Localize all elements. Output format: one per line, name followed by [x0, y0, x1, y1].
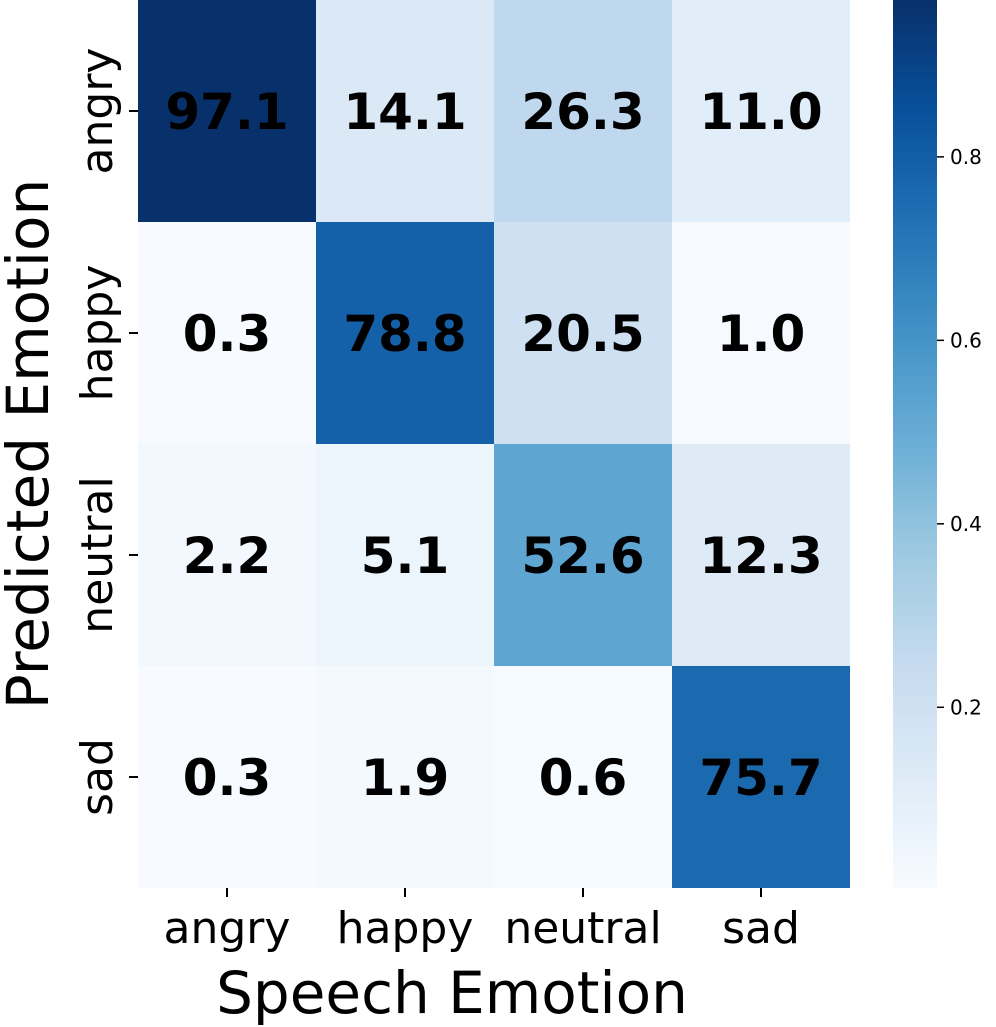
cell-value-label: 26.3: [521, 83, 644, 141]
colorbar-tick-label: 0.8: [950, 145, 982, 169]
cell-value-label: 2.2: [183, 527, 272, 585]
colorbar: [893, 0, 937, 888]
heatmap-cell: [316, 0, 494, 222]
colorbar-tick-label: 0.4: [950, 512, 982, 536]
y-tick-label: angry: [72, 48, 123, 175]
heatmap-cell: [138, 222, 316, 444]
heatmap-cell: [138, 0, 316, 222]
heatmap-value-labels: 97.1 14.1 26.3 11.0 0.3 78.8 20.5 1.0 2.2 5.1 52.6…: [165, 83, 822, 807]
cell-value-label: 14.1: [343, 83, 466, 141]
heatmap-cell: [138, 666, 316, 888]
heatmap-cell: [316, 444, 494, 666]
y-tick-label: neutral: [72, 476, 123, 633]
heatmap-cell: [494, 666, 672, 888]
cell-value-label: 0.3: [183, 749, 272, 807]
cell-value-label: 52.6: [521, 527, 644, 585]
colorbar-tick-label: 0.2: [950, 695, 982, 719]
y-axis-ticks: angry happy neutral sad: [72, 48, 138, 816]
heatmap-cell: [316, 666, 494, 888]
heatmap-cell: [672, 666, 850, 888]
heatmap-cells: [138, 0, 850, 888]
heatmap-cell: [672, 222, 850, 444]
y-tick-label: happy: [72, 265, 123, 402]
heatmap-cell: [494, 222, 672, 444]
heatmap-cell: [494, 0, 672, 222]
cell-value-label: 20.5: [521, 305, 644, 363]
heatmap-cell: [316, 222, 494, 444]
y-axis-title: Predicted Emotion: [0, 179, 62, 709]
x-tick-label: happy: [337, 903, 474, 954]
x-tick-label: angry: [164, 903, 291, 954]
cell-value-label: 1.0: [717, 305, 806, 363]
x-axis-title: Speech Emotion: [216, 959, 688, 1027]
cell-value-label: 0.6: [539, 749, 628, 807]
colorbar-tick-label: 0.6: [950, 328, 982, 352]
heatmap-cell: [138, 444, 316, 666]
colorbar-ticks: 0.2 0.4 0.6 0.8: [937, 145, 982, 719]
x-axis-ticks: angry happy neutral sad: [164, 888, 800, 954]
heatmap-cell: [672, 444, 850, 666]
cell-value-label: 75.7: [699, 749, 822, 807]
heatmap-cell: [494, 444, 672, 666]
cell-value-label: 97.1: [165, 83, 288, 141]
cell-value-label: 5.1: [361, 527, 450, 585]
cell-value-label: 1.9: [361, 749, 450, 807]
x-tick-label: sad: [722, 903, 800, 954]
heatmap-cell: [672, 0, 850, 222]
cell-value-label: 11.0: [699, 83, 822, 141]
x-tick-label: neutral: [504, 903, 661, 954]
cell-value-label: 12.3: [699, 527, 822, 585]
cell-value-label: 0.3: [183, 305, 272, 363]
y-tick-label: sad: [72, 738, 123, 816]
cell-value-label: 78.8: [343, 305, 466, 363]
